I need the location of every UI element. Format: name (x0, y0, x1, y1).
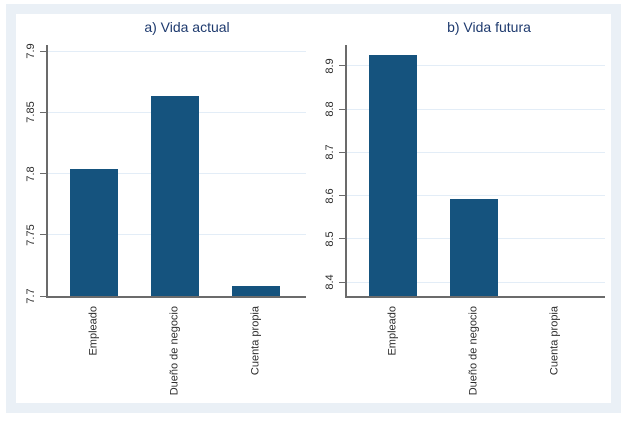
x-category-label: Cuenta propia (548, 306, 561, 376)
y-tick-7.8 (40, 173, 46, 175)
y-tick-label: 8.9 (324, 58, 336, 74)
y-tick-label: 7.7 (25, 288, 37, 304)
gridline-8.6 (347, 195, 605, 197)
x-category-label: Empleado (386, 306, 399, 356)
bar-empleado (70, 168, 118, 296)
y-axis (345, 45, 347, 298)
bar-dueño-de-negocio (151, 96, 199, 296)
y-tick-7.85 (40, 111, 46, 113)
gridline-8.7 (347, 151, 605, 153)
y-axis (46, 45, 48, 298)
x-category-label: Dueño de negocio (467, 306, 480, 396)
bar-dueño-de-negocio (450, 199, 498, 296)
y-tick-label: 8.8 (324, 101, 336, 117)
y-tick-label: 7.9 (25, 43, 37, 59)
x-axis (345, 296, 605, 298)
bar-empleado (369, 54, 417, 296)
y-tick-label: 8.4 (324, 274, 336, 290)
y-tick-label: 7.75 (25, 224, 37, 246)
y-tick-label: 7.85 (25, 101, 37, 124)
panel-b-title: b) Vida futura (447, 19, 531, 35)
gridline-8.9 (347, 65, 605, 67)
gridline-7.9 (48, 50, 306, 52)
x-category-label: Dueño de negocio (168, 306, 181, 396)
y-tick-label: 7.8 (25, 165, 37, 182)
y-tick-8.9 (339, 65, 345, 67)
bar-cuenta-propia (232, 286, 280, 296)
y-tick-7.9 (40, 50, 46, 52)
y-tick-label: 8.7 (324, 144, 336, 160)
y-tick-8.7 (339, 151, 345, 153)
y-tick-8.4 (339, 281, 345, 283)
panel-a-title: a) Vida actual (144, 19, 230, 35)
y-tick-7.75 (40, 234, 46, 236)
y-tick-8.8 (339, 108, 345, 110)
y-tick-label: 8.5 (324, 231, 336, 247)
x-category-label: Cuenta propia (249, 306, 262, 376)
y-tick-8.5 (339, 238, 345, 240)
y-tick-label: 8.6 (324, 187, 336, 204)
gridline-8.8 (347, 108, 605, 110)
y-tick-8.6 (339, 195, 345, 197)
x-category-label: Empleado (87, 306, 100, 356)
y-tick-7.7 (40, 295, 46, 297)
x-axis (46, 296, 306, 298)
